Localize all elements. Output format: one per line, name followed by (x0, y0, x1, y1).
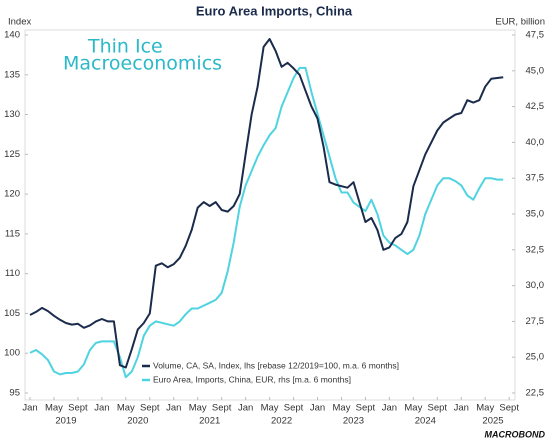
plot-area (24, 29, 516, 401)
x-tick-label: Sept (212, 403, 232, 414)
legend-label: Volume, CA, SA, Index, lhs [rebase 12/20… (153, 360, 399, 370)
y-tick-label: 130 (4, 109, 20, 120)
x-tick-label: Jan (238, 403, 253, 414)
x-tick-label: Jan (94, 403, 109, 414)
x-tick-label: May (476, 403, 494, 414)
chart-title: Euro Area Imports, China (196, 3, 353, 18)
x-tick-label: Sept (428, 403, 448, 414)
y2-tick-label: 25,0 (526, 352, 545, 363)
y2-tick-label: 27,5 (526, 316, 545, 327)
watermark: Macroeconomics (63, 53, 222, 75)
x-tick-label: Sept (140, 403, 160, 414)
y2-tick-label: 22,5 (526, 388, 545, 399)
y-tick-label: 110 (5, 268, 20, 279)
legend-box (138, 358, 414, 388)
y-tick-label: 135 (4, 69, 20, 80)
x-year-label: 2019 (55, 416, 76, 427)
x-tick-label: Jan (166, 403, 181, 414)
x-year-label: 2023 (343, 416, 364, 427)
y-tick-label: 140 (4, 30, 20, 41)
y2-tick-label: 47,5 (526, 30, 545, 41)
x-tick-label: Jan (382, 403, 397, 414)
y2-tick-label: 40,0 (526, 137, 545, 148)
x-year-label: 2022 (271, 416, 292, 427)
legend-label: Euro Area, Imports, China, EUR, rhs [m.a… (153, 374, 351, 384)
source-logo: MACROBOND (485, 429, 546, 439)
x-tick-label: May (261, 403, 279, 414)
x-year-label: 2021 (199, 416, 220, 427)
y-tick-label: 105 (4, 308, 20, 319)
y-tick-label: 115 (5, 228, 20, 239)
y2-tick-label: 45,0 (526, 65, 545, 76)
x-tick-label: May (189, 403, 207, 414)
x-year-label: 2024 (415, 416, 436, 427)
series-line (29, 38, 504, 369)
watermark: Thin Ice (87, 36, 163, 58)
y2-tick-label: 30,0 (526, 280, 545, 291)
x-tick-label: May (117, 403, 135, 414)
y-tick-label: 95 (9, 388, 20, 399)
y2-axis-label: EUR, billion (495, 17, 545, 28)
y-tick-label: 125 (4, 149, 20, 160)
x-tick-label: Jan (454, 403, 469, 414)
x-tick-label: May (404, 403, 422, 414)
x-tick-label: Sept (284, 403, 304, 414)
x-tick-label: Jan (310, 403, 325, 414)
y-tick-label: 120 (4, 189, 20, 200)
x-tick-label: Jan (22, 403, 37, 414)
y2-tick-label: 35,0 (526, 209, 545, 220)
x-tick-label: May (333, 403, 351, 414)
y2-tick-label: 42,5 (526, 101, 545, 112)
x-year-label: 2025 (482, 416, 503, 427)
y-axis-label: Index (8, 17, 31, 28)
y2-tick-label: 37,5 (526, 173, 545, 184)
x-tick-label: Sept (356, 403, 376, 414)
x-tick-label: Sept (499, 403, 519, 414)
y-tick-label: 100 (4, 348, 20, 359)
x-tick-label: Sept (68, 403, 88, 414)
x-year-label: 2020 (127, 416, 148, 427)
y2-tick-label: 32,5 (526, 244, 545, 255)
series-line (29, 66, 504, 379)
x-tick-label: May (45, 403, 63, 414)
